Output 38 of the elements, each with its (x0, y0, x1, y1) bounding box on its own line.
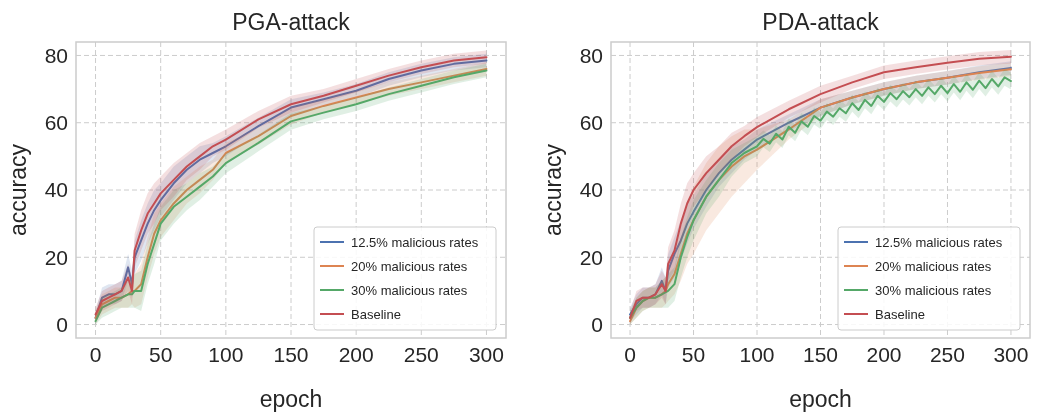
x-tick-label: 0 (624, 343, 636, 366)
legend-label: 12.5% malicious rates (351, 234, 479, 250)
x-tick-label: 100 (739, 343, 775, 366)
y-tick-label: 20 (579, 245, 603, 269)
x-axis-title: epoch (259, 386, 323, 412)
x-tick-label: 200 (866, 343, 902, 366)
x-tick-label: 300 (468, 343, 504, 366)
y-tick-label: 0 (56, 312, 68, 336)
y-axis-title: accuracy (540, 143, 566, 237)
x-tick-label: 200 (338, 343, 374, 366)
legend-label: 30% malicious rates (351, 282, 468, 298)
chart-title: PDA-attack (762, 9, 880, 35)
x-tick-label: 250 (403, 343, 439, 366)
y-axis-title: accuracy (5, 143, 31, 237)
chart-title: PGA-attack (232, 9, 351, 35)
x-tick-label: 150 (273, 343, 309, 366)
x-tick-label: 250 (929, 343, 965, 366)
legend-label: 20% malicious rates (875, 258, 992, 274)
legend-label: 20% malicious rates (351, 258, 468, 274)
x-axis-title: epoch (789, 386, 852, 412)
legend-label: Baseline (875, 306, 925, 322)
legend-label: 30% malicious rates (875, 282, 992, 298)
x-tick-label: 100 (208, 343, 244, 366)
x-tick-label: 50 (149, 343, 173, 366)
y-tick-label: 40 (579, 178, 603, 202)
y-tick-label: 40 (44, 178, 68, 202)
legend-label: Baseline (351, 306, 401, 322)
x-tick-label: 50 (681, 343, 706, 366)
y-tick-label: 80 (579, 43, 603, 67)
y-tick-label: 80 (44, 43, 68, 67)
y-tick-label: 0 (591, 312, 603, 336)
y-tick-label: 20 (44, 245, 68, 269)
y-tick-label: 60 (579, 111, 603, 135)
y-tick-label: 60 (44, 111, 68, 135)
x-tick-label: 300 (993, 343, 1029, 366)
legend-label: 12.5% malicious rates (875, 234, 1003, 250)
x-tick-label: 150 (802, 343, 839, 366)
x-tick-label: 0 (89, 343, 102, 366)
